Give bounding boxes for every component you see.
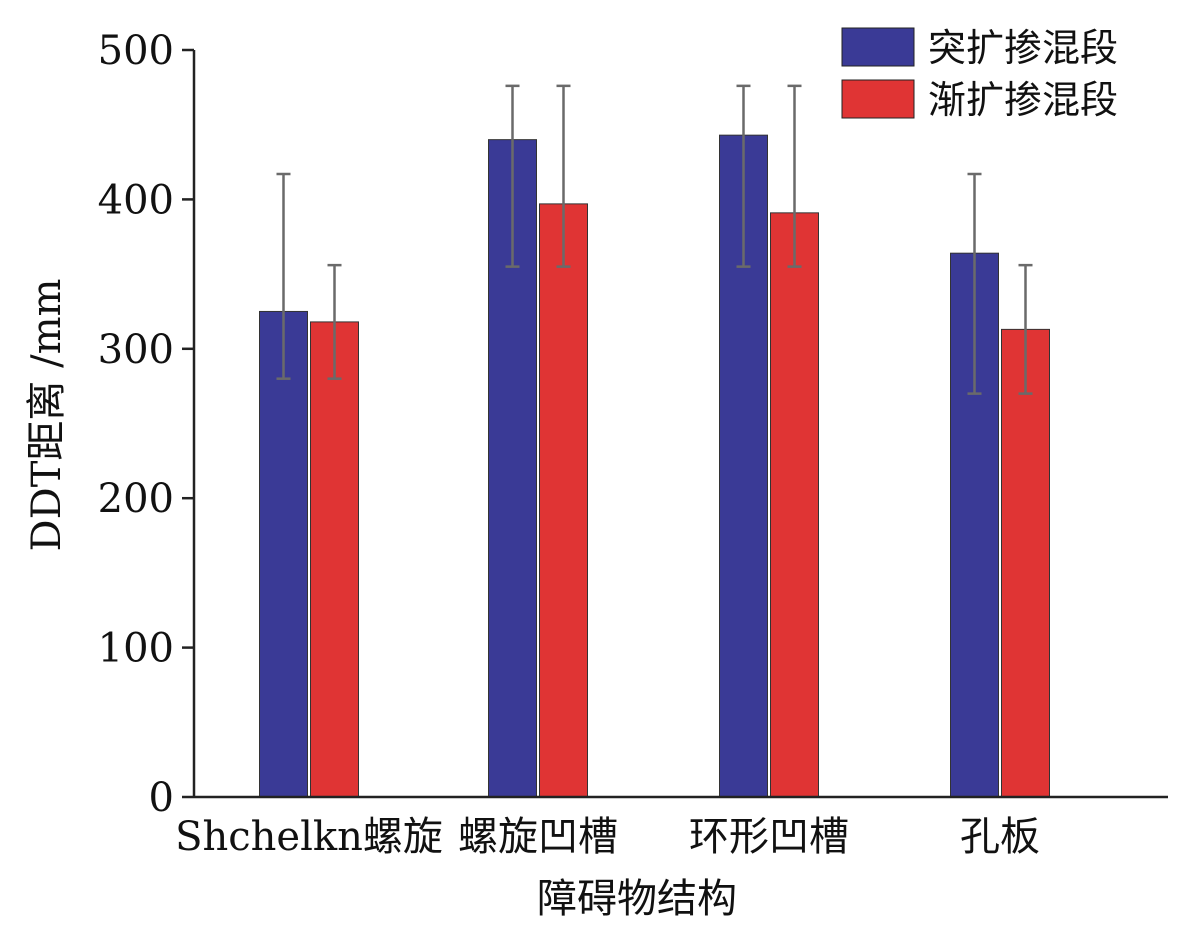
y-tick-label-1: 100 [98,626,174,672]
error-bar-series-2-cat-3 [787,84,802,268]
y-tick-label-4: 400 [98,177,174,223]
legend-swatch-series-2 [841,79,915,119]
y-axis-title: DDT距离 /mm [24,279,70,552]
legend-label-series-1: 突扩掺混段 [928,26,1118,70]
legend-swatch-series-1 [841,27,915,67]
bar-series-2-cat-4 [1001,328,1050,798]
bar-series-2-cat-3 [770,212,819,798]
x-tick-label-3: 环形凹槽 [689,814,849,860]
bar-series-1-cat-1 [259,310,308,798]
error-bar-series-2-cat-1 [327,263,342,380]
y-ticks: 0 100 200 300 400 500 [98,28,194,821]
error-bar-series-1-cat-2 [505,84,520,268]
x-tick-label-2: 螺旋凹槽 [458,814,618,860]
bar-series-2-cat-2 [539,203,588,798]
legend-label-series-2: 渐扩掺混段 [928,78,1118,122]
error-bar-series-1-cat-3 [736,84,751,268]
y-tick-label-0: 0 [149,775,174,821]
bar-series-2-cat-1 [310,321,359,798]
error-bar-series-2-cat-2 [556,84,571,268]
y-tick-label-5: 500 [98,28,174,74]
error-bar-series-1-cat-4 [967,172,982,395]
bars-layer [259,134,1050,798]
x-tick-label-4: 孔板 [960,814,1040,860]
error-bar-series-1-cat-1 [276,172,291,380]
x-tick-labels: Shchelkn螺旋 螺旋凹槽 环形凹槽 孔板 [175,814,1040,860]
y-tick-label-3: 300 [98,327,174,373]
x-axis-title: 障碍物结构 [537,876,737,922]
legend: 突扩掺混段 渐扩掺混段 [841,26,1118,122]
x-tick-label-1: Shchelkn螺旋 [175,814,443,860]
y-tick-label-2: 200 [98,476,174,522]
error-bars-layer [276,84,1033,395]
axes-layer [192,50,1168,799]
error-bar-series-2-cat-4 [1018,263,1033,395]
